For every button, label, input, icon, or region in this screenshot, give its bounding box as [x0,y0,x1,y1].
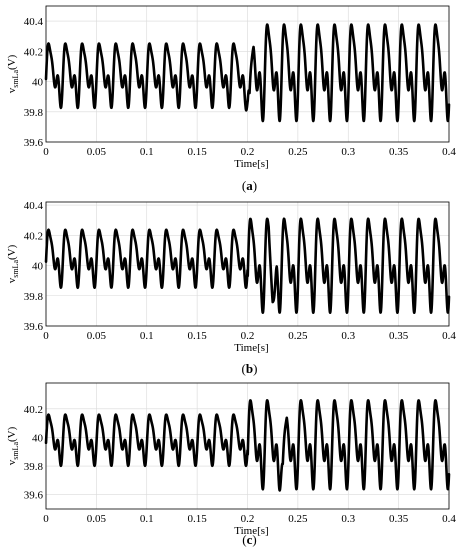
chart-panel-c: 0 0.05 0.1 0.15 0.2 0.25 0.3 0.35 0.4 39.6 39.8 40 4… [6,382,456,547]
y-tick-label: 40.2 [24,46,43,58]
x-tick-label: 0.25 [288,330,308,342]
y-tick-label: 39.8 [24,461,44,473]
y-axis-label-main: v [6,87,18,93]
x-tick-label: 0 [43,330,49,342]
chart-panel-a: 0 0.05 0.1 0.15 0.2 0.25 0.3 0.35 0.4 39.6 39.8 40 4… [6,5,456,193]
chart-panel-b: 0 0.05 0.1 0.15 0.2 0.25 0.3 0.35 0.4 39.6 39.8 40 4… [6,200,456,376]
y-axis-label-subscript: smLa [11,70,20,88]
x-tick-label: 0.3 [341,146,355,158]
x-tick-label: 0.3 [341,330,355,342]
voltage-series-line [44,23,451,123]
y-tick-label: 39.8 [24,291,44,303]
x-tick-label: 0.4 [442,146,456,158]
x-tick-label: 0.05 [87,146,107,158]
y-axis-label-main: v [6,459,18,465]
x-tick-label: 0.2 [241,330,255,342]
voltage-series-line [44,399,451,492]
y-axis-label-unit: (V) [6,426,18,442]
y-axis-label-unit: (V) [6,54,18,70]
y-tick-label: 40 [32,261,44,273]
x-axis-label: Time[s] [234,342,268,354]
panel-caption: (b) [242,361,258,376]
y-tick-label: 40.4 [24,200,44,212]
x-tick-label: 0.25 [288,146,308,158]
y-tick-label: 40.2 [24,404,43,416]
y-axis-label-subscript: smLa [11,442,20,460]
y-axis-label: vsmLa(V) [6,426,20,465]
x-tick-label: 0.15 [188,146,208,158]
y-tick-label: 40 [32,432,44,444]
x-tick-label: 0.35 [389,146,409,158]
x-tick-label: 0.1 [140,146,154,158]
y-tick-label: 39.6 [24,490,44,502]
x-tick-label: 0.25 [288,513,308,525]
x-tick-label: 0.4 [442,513,456,525]
y-tick-label: 40.2 [24,230,43,242]
x-tick-label: 0.1 [140,513,154,525]
x-tick-label: 0.05 [87,330,107,342]
x-axis-label: Time[s] [234,158,268,170]
y-axis-label-subscript: smLa [11,260,20,278]
x-tick-label: 0.35 [389,330,409,342]
y-axis-label: vsmLa(V) [6,54,20,93]
x-tick-label: 0 [43,146,49,158]
x-tick-label: 0.2 [241,146,255,158]
x-tick-label: 0.15 [188,513,208,525]
panel-caption: (a) [242,178,257,193]
x-tick-label: 0.15 [188,330,208,342]
x-tick-label: 0 [43,513,49,525]
y-axis-label: vsmLa(V) [6,244,20,283]
x-tick-label: 0.3 [341,513,355,525]
y-axis-label-main: v [6,277,18,283]
voltage-series-line [44,217,451,315]
x-tick-label: 0.35 [389,513,409,525]
x-tick-label: 0.4 [442,330,456,342]
x-axis-label: Time[s] [234,525,268,537]
x-tick-label: 0.1 [140,330,154,342]
y-tick-label: 39.8 [24,107,44,119]
x-tick-label: 0.2 [241,513,255,525]
y-axis-label-unit: (V) [6,244,18,260]
panel-caption: (c) [242,532,256,547]
y-tick-label: 40.4 [24,16,44,28]
x-tick-label: 0.05 [87,513,107,525]
plot-frame [45,201,450,327]
y-tick-label: 40 [32,77,44,89]
plot-frame [45,382,450,510]
y-tick-label: 39.6 [24,137,44,149]
y-tick-label: 39.6 [24,321,44,333]
